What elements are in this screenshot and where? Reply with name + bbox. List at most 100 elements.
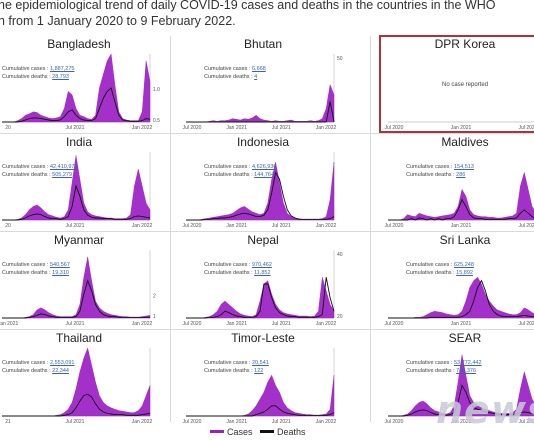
cum-cases-label-myanmar: Cumulative cases : (2, 262, 50, 268)
cum-deaths-label-bangladesh: Cumulative deaths : (2, 74, 53, 80)
divider-row-2 (0, 231, 534, 232)
x-tick-indonesia-2: Jul 2021 (272, 223, 291, 229)
chart-timor-leste: Jul 2020 Jan 2021 Jul 2021 Jan 2022 (183, 348, 337, 425)
y-tick-bangladesh-2: 0.5 (153, 118, 160, 124)
cumulative-stats-bangladesh: Cumulative cases : 1,887,275 Cumulative d… (2, 65, 74, 81)
panel-maldives: Jul 2020 Jan 2021 Jul 2021 Maldives Cumulati… (380, 134, 534, 230)
x-tick-bhutan-2: Jul 2021 (272, 125, 291, 131)
x-tick-myanmar-2: Jan 2022 (132, 321, 153, 327)
x-tick-thailand-0: 21 (5, 419, 11, 425)
x-tick-nepal-1: Jan 2021 (226, 321, 247, 327)
cumulative-stats-sri-lanka: Cumulative cases : 625,248 Cumulative dea… (406, 261, 474, 277)
y-tick-bhutan-0: 50 (337, 56, 343, 62)
cases-area-sear (388, 354, 534, 417)
x-tick-nepal-2: Jul 2021 (272, 321, 291, 327)
cum-cases-value-indonesia: 4,626,936 (252, 164, 277, 170)
cum-cases-value-bangladesh: 1,887,275 (50, 66, 75, 72)
cum-deaths-value-nepal: 11,852 (254, 270, 271, 276)
x-tick-timor-leste-0: Jul 2020 (183, 419, 202, 425)
panel-title-thailand: Thailand (55, 331, 103, 345)
x-tick-myanmar-0: Jan 2021 (0, 321, 19, 327)
panel-title-bangladesh: Bangladesh (47, 37, 111, 51)
y-tick-myanmar-3: 1 (153, 314, 156, 320)
cum-cases-label-nepal: Cumulative cases : (204, 262, 252, 268)
panel-title-indonesia: Indonesia (236, 135, 290, 149)
cum-deaths-label-thailand: Cumulative deaths : (2, 368, 53, 374)
cum-deaths-label-myanmar: Cumulative deaths : (2, 270, 53, 276)
cum-deaths-label-india: Cumulative deaths : (2, 172, 53, 178)
x-tick-sri-lanka-0: Jul 2020 (385, 321, 404, 327)
panel-nepal: Jul 2020 Jan 2021 Jul 2021 Jan 2022 40 20 Nepa… (178, 232, 348, 328)
figure-title: he epidemiological trend of daily COVID-… (0, 0, 534, 40)
panel-sear: Jul 2020 Jan 2021 Jul 2021 SEAR Cumulative c… (380, 330, 534, 426)
cum-cases-label-bangladesh: Cumulative cases : (2, 66, 50, 72)
x-tick-maldives-2: Jul 2021 (519, 223, 534, 229)
cumulative-stats-bhutan: Cumulative cases : 6,668 Cumulative death… (204, 65, 266, 81)
cases-area-bhutan (186, 83, 335, 123)
legend-cases-label: Cases (227, 426, 253, 437)
cum-cases-value-timor-leste: 20,541 (252, 360, 269, 366)
divider-col-2 (370, 36, 371, 422)
panel-sri-lanka: Jul 2020 Jan 2021 Jul 2021 Sri Lanka Cumulat… (380, 232, 534, 328)
cum-deaths-value-maldives: 286 (456, 172, 466, 178)
x-tick-timor-leste-3: Jan 2022 (316, 419, 337, 425)
chart-thailand: 21 Jul 2021 Jan 2022 (2, 347, 153, 425)
x-tick-india-1: Jul 2021 (66, 223, 85, 229)
cum-cases-label-timor-leste: Cumulative cases : (204, 360, 252, 366)
chart-bangladesh: 20 Jul 2021 Jan 2022 1.0 0.5 (2, 53, 160, 131)
x-tick-bhutan-0: Jul 2020 (183, 125, 202, 131)
chart-maldives: Jul 2020 Jan 2021 Jul 2021 (385, 172, 534, 229)
chart-sri-lanka: Jul 2020 Jan 2021 Jul 2021 (385, 276, 534, 327)
panel-title-myanmar: Myanmar (53, 233, 104, 247)
title-line-1: he epidemiological trend of daily COVID-… (0, 0, 496, 12)
panel-india: 20 Jul 2021 Jan 2022 India Cumulative cases … (0, 134, 164, 230)
cases-area-timor-leste (186, 374, 335, 417)
cum-deaths-value-thailand: 22,344 (52, 368, 69, 374)
x-tick-dpr-korea-2: Jul 2021 (519, 125, 534, 131)
x-tick-maldives-1: Jan 2021 (451, 223, 472, 229)
cum-cases-label-maldives: Cumulative cases : (406, 164, 454, 170)
cum-cases-label-sri-lanka: Cumulative cases : (406, 262, 454, 268)
x-tick-bhutan-3: Jan 2022 (316, 125, 337, 131)
cum-deaths-label-nepal: Cumulative deaths : (204, 270, 255, 276)
legend-deaths-swatch (260, 430, 275, 434)
panel-bangladesh: 20 Jul 2021 Jan 2022 1.0 0.5 Bangladesh Cumula… (0, 36, 164, 132)
deaths-line-sear (388, 384, 534, 417)
x-tick-india-0: 20 (5, 223, 11, 229)
cum-cases-label-bhutan: Cumulative cases : (204, 66, 252, 72)
cum-cases-value-sear: 53,772,442 (454, 360, 482, 366)
y-tick-myanmar-2: 2 (153, 293, 156, 299)
deaths-line-myanmar (2, 279, 150, 319)
panel-myanmar: Jan 2021 Jul 2021 Jan 2022 2 1 Myanmar Cumulat… (0, 232, 164, 328)
chart-sear: Jul 2020 Jan 2021 Jul 2021 (385, 354, 534, 425)
deaths-line-bangladesh (2, 87, 151, 123)
cumulative-stats-nepal: Cumulative cases : 970,462 Cumulative dea… (204, 261, 272, 277)
x-tick-thailand-1: Jul 2021 (66, 419, 85, 425)
x-tick-indonesia-1: Jan 2021 (226, 223, 247, 229)
small-multiples-grid: 20 Jul 2021 Jan 2022 1.0 0.5 Bangladesh Cumula… (0, 35, 534, 425)
watermark: news (436, 388, 534, 432)
deaths-line-indonesia (186, 171, 335, 221)
x-tick-timor-leste-1: Jan 2021 (226, 419, 247, 425)
cum-cases-value-sri-lanka: 625,248 (454, 262, 474, 268)
panel-title-timor-leste: Timor-Leste (231, 331, 295, 345)
legend-cases-swatch (210, 430, 224, 434)
cases-area-maldives (388, 172, 534, 221)
x-tick-nepal-0: Jul 2020 (183, 321, 202, 327)
x-tick-bhutan-1: Jan 2021 (226, 125, 247, 131)
cum-cases-value-nepal: 970,462 (252, 262, 272, 268)
deaths-line-india (2, 184, 151, 221)
panel-title-maldives: Maldives (441, 135, 489, 149)
x-tick-bangladesh-1: Jul 2021 (66, 125, 85, 131)
chart-myanmar: Jan 2021 Jul 2021 Jan 2022 2 1 (0, 250, 156, 327)
x-tick-sri-lanka-2: Jul 2021 (519, 321, 534, 327)
deaths-line-sri-lanka (388, 279, 534, 319)
cum-deaths-value-sri-lanka: 15,892 (456, 270, 473, 276)
x-tick-indonesia-0: Jul 2020 (183, 223, 202, 229)
x-tick-dpr-korea-0: Jul 2020 (385, 125, 404, 131)
deaths-line-timor-leste (186, 405, 335, 417)
y-tick-bangladesh-1: 1.0 (153, 87, 160, 93)
y-tick-nepal-0: 40 (337, 252, 343, 258)
cum-deaths-value-timor-leste: 122 (254, 368, 264, 374)
